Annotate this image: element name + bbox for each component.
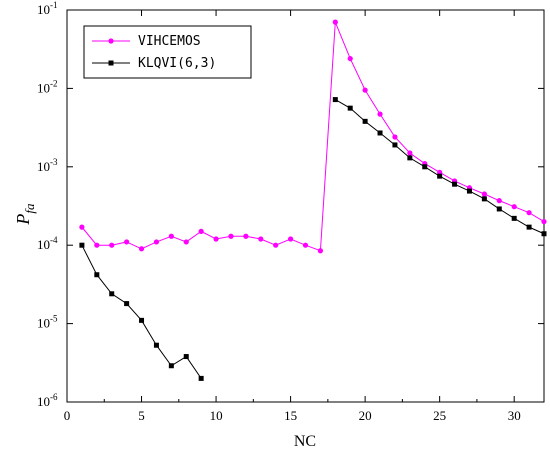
y-tick-label: 10-2 [37, 78, 58, 95]
data-point [287, 236, 294, 242]
data-point [496, 206, 502, 212]
legend-label: VIHCEMOS [138, 34, 201, 49]
data-point [392, 134, 398, 140]
data-point [541, 218, 547, 225]
legend-box [83, 25, 252, 79]
data-point [183, 239, 189, 245]
data-point [496, 198, 502, 204]
x-tick-label: 5 [138, 408, 145, 423]
data-point [109, 291, 115, 297]
data-point [422, 164, 428, 170]
data-point [94, 272, 100, 278]
data-point [168, 233, 174, 239]
data-point [332, 97, 338, 103]
data-point [124, 239, 130, 245]
x-tick-label: 30 [508, 408, 521, 423]
y-tick-label-exponent: -5 [50, 314, 58, 324]
data-point [481, 191, 487, 197]
data-point [511, 215, 517, 221]
data-point [138, 246, 145, 252]
data-point [79, 224, 85, 230]
x-tick-label: 20 [359, 408, 372, 423]
series-line [81, 21, 545, 252]
data-point [347, 55, 353, 62]
data-point [273, 242, 279, 248]
y-tick-label-exponent: -1 [50, 0, 58, 10]
data-point [437, 173, 443, 179]
series-1 [79, 97, 547, 381]
data-point [362, 118, 368, 124]
y-axis-title-base: P [13, 214, 33, 226]
data-point [437, 169, 443, 175]
data-point [362, 87, 368, 93]
legend: VIHCEMOS KLQVI(6,3) [83, 25, 252, 79]
data-point [392, 142, 398, 148]
data-point [452, 181, 458, 187]
series-line [81, 244, 202, 379]
data-point [124, 301, 130, 307]
y-tick-label: 10-5 [37, 314, 58, 331]
data-point [94, 242, 100, 248]
data-point [109, 242, 115, 248]
data-point [407, 155, 413, 161]
y-tick-label-base: 10 [37, 80, 50, 95]
y-axis-title: Pfa [13, 203, 37, 226]
data-point [79, 242, 85, 248]
data-point [407, 150, 413, 156]
data-point [258, 236, 264, 242]
data-point [183, 354, 189, 360]
data-point [213, 236, 219, 242]
data-point [377, 130, 383, 136]
y-tick-label-exponent: -3 [50, 157, 58, 167]
data-point [153, 239, 160, 245]
legend-label: KLQVI(6,3) [138, 56, 216, 71]
y-tick-label-base: 10 [37, 159, 50, 174]
data-point [139, 317, 145, 323]
y-tick-label-base: 10 [37, 237, 50, 252]
data-point [302, 242, 309, 248]
y-tick-label: 10-4 [37, 235, 58, 252]
x-axis-title: NC [294, 433, 316, 450]
data-point [198, 228, 204, 234]
data-point [347, 105, 353, 111]
data-point [526, 210, 532, 216]
data-point [228, 233, 234, 239]
y-tick-label: 10-3 [37, 157, 58, 174]
data-point [168, 363, 174, 369]
data-point [466, 188, 472, 194]
data-point [332, 19, 338, 25]
x-tick-label: 10 [210, 408, 223, 423]
plot-frame [66, 9, 545, 403]
y-tick-label-base: 10 [37, 2, 50, 17]
x-tick-label: 0 [64, 408, 71, 423]
x-tick-label: 25 [433, 408, 446, 423]
data-point [511, 204, 517, 210]
x-tick-label: 15 [284, 408, 297, 423]
data-point [541, 231, 547, 237]
y-tick-label: 10-1 [37, 0, 58, 17]
y-axis-title-sub: fa [22, 203, 37, 214]
legend-marker [108, 38, 114, 44]
series-layer [79, 19, 547, 381]
data-point [481, 196, 487, 202]
data-point [377, 111, 383, 117]
y-tick-label-exponent: -6 [50, 392, 58, 402]
legend-marker [108, 60, 114, 66]
y-tick-label-base: 10 [37, 316, 50, 331]
data-point [153, 342, 159, 348]
y-tick-label: 10-6 [37, 392, 58, 409]
data-point [317, 248, 324, 254]
y-tick-label-exponent: -2 [50, 78, 58, 88]
data-point [198, 375, 204, 381]
y-tick-label-exponent: -4 [50, 235, 58, 245]
data-point [526, 224, 532, 230]
y-tick-label-base: 10 [37, 394, 50, 409]
data-point [243, 233, 249, 239]
